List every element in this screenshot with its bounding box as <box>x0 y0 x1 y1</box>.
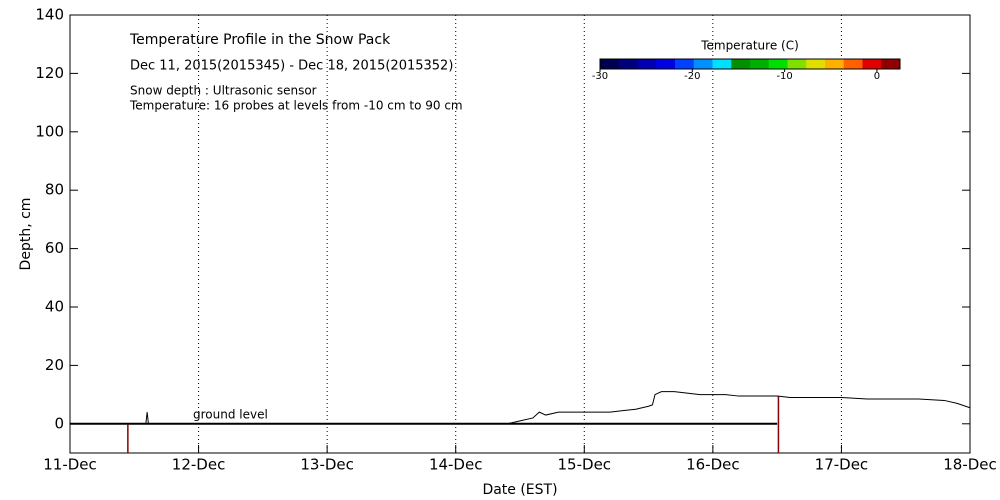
colorbar-swatch <box>600 59 620 69</box>
colorbar-swatch <box>712 59 732 69</box>
y-tick-label: 20 <box>45 356 64 374</box>
x-tick-label: 16-Dec <box>686 456 740 474</box>
y-tick-label: 0 <box>54 414 64 432</box>
colorbar-swatch <box>862 59 882 69</box>
y-tick-label: 100 <box>35 122 64 140</box>
y-tick-label: 80 <box>45 181 64 199</box>
colorbar-tick-label: -30 <box>592 71 608 82</box>
colorbar-swatch <box>843 59 863 69</box>
colorbar-swatch <box>693 59 713 69</box>
colorbar-swatch <box>825 59 845 69</box>
colorbar-title: Temperature (C) <box>700 39 799 53</box>
colorbar-tick-label: -10 <box>776 71 792 82</box>
x-tick-label: 15-Dec <box>558 456 612 474</box>
colorbar-swatch <box>731 59 751 69</box>
x-tick-label: 12-Dec <box>172 456 226 474</box>
colorbar-swatch <box>675 59 695 69</box>
colorbar-swatch <box>618 59 638 69</box>
colorbar-swatch <box>881 59 901 69</box>
x-tick-label: 14-Dec <box>429 456 483 474</box>
ground-label: ground level <box>193 407 268 421</box>
x-axis-label: Date (EST) <box>482 482 557 498</box>
colorbar-tick-label: -20 <box>684 71 700 82</box>
colorbar-frame <box>599 58 901 70</box>
x-tick-label: 18-Dec <box>943 456 997 474</box>
y-tick-label: 40 <box>45 298 64 316</box>
x-tick-label: 13-Dec <box>300 456 354 474</box>
colorbar-swatch <box>787 59 807 69</box>
y-tick-label: 60 <box>45 239 64 257</box>
subtitle: Dec 11, 2015(2015345) - Dec 18, 2015(201… <box>130 59 453 74</box>
line <box>70 391 971 425</box>
colorbar-swatch <box>750 59 770 69</box>
y-axis-label: Depth, cm <box>18 198 34 271</box>
colorbar-swatch <box>768 59 788 69</box>
x-tick-label: 17-Dec <box>815 456 869 474</box>
colorbar-swatch <box>656 59 676 69</box>
note: Snow depth : Ultrasonic sensor <box>130 84 317 98</box>
x-tick-label: 11-Dec <box>43 456 97 474</box>
colorbar-swatch <box>637 59 657 69</box>
plot-frame <box>69 14 971 454</box>
y-tick-label: 140 <box>35 6 64 24</box>
y-tick-label: 120 <box>35 64 64 82</box>
note: Temperature: 16 probes at levels from -1… <box>129 99 463 113</box>
colorbar-tick-label: 0 <box>874 71 880 82</box>
colorbar-swatch <box>806 59 826 69</box>
chart-title: Temperature Profile in the Snow Pack <box>129 32 391 48</box>
